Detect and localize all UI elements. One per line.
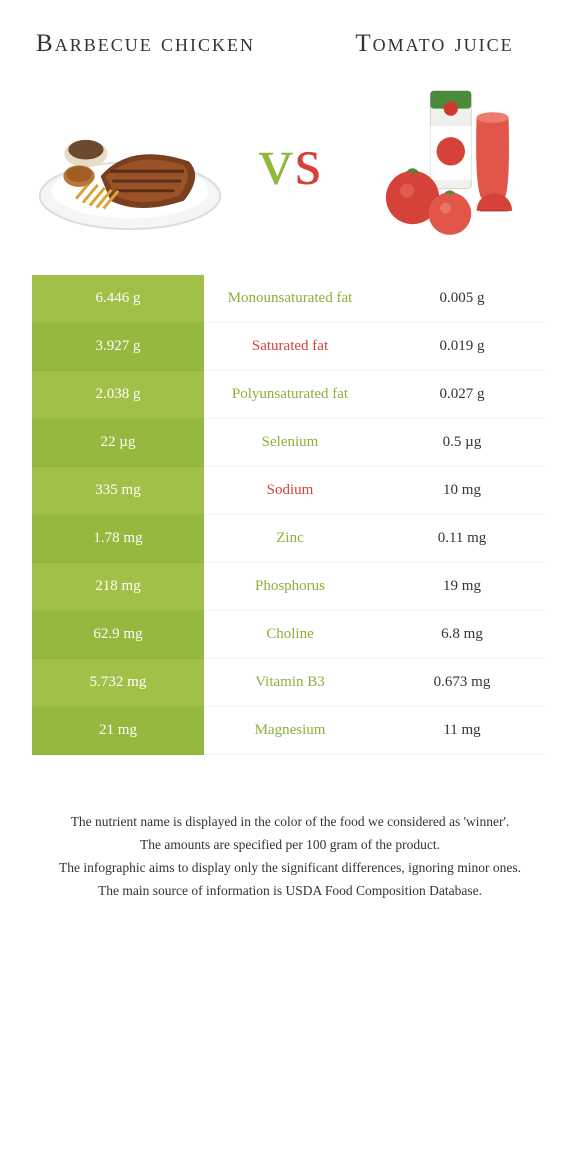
right-value: 0.019 g <box>376 323 548 371</box>
nutrient-name: Polyunsaturated fat <box>204 371 376 419</box>
left-food-title: Barbecue chicken <box>32 30 259 59</box>
left-value: 62.9 mg <box>32 611 204 659</box>
right-value: 6.8 mg <box>376 611 548 659</box>
left-value: 335 mg <box>32 467 204 515</box>
table-row: 5.732 mgVitamin B30.673 mg <box>32 659 548 707</box>
left-value: 5.732 mg <box>32 659 204 707</box>
left-value: 1.78 mg <box>32 515 204 563</box>
right-value: 10 mg <box>376 467 548 515</box>
nutrient-table: 6.446 gMonounsaturated fat0.005 g3.927 g… <box>32 275 548 755</box>
nutrient-name: Choline <box>204 611 376 659</box>
right-value: 0.673 mg <box>376 659 548 707</box>
nutrient-name: Sodium <box>204 467 376 515</box>
table-row: 62.9 mgCholine6.8 mg <box>32 611 548 659</box>
footnotes: The nutrient name is displayed in the co… <box>32 811 548 903</box>
table-row: 2.038 gPolyunsaturated fat0.027 g <box>32 371 548 419</box>
nutrient-name: Magnesium <box>204 707 376 755</box>
right-value: 19 mg <box>376 563 548 611</box>
barbecue-chicken-icon <box>32 83 228 240</box>
footnote-line: The amounts are specified per 100 gram o… <box>42 834 538 857</box>
titles-row: Barbecue chicken Tomato juice <box>32 30 548 59</box>
table-row: 218 mgPhosphorus19 mg <box>32 563 548 611</box>
left-value: 6.446 g <box>32 275 204 323</box>
right-food-title: Tomato juice <box>321 30 548 59</box>
table-row: 3.927 gSaturated fat0.019 g <box>32 323 548 371</box>
right-value: 0.5 µg <box>376 419 548 467</box>
right-food-image <box>352 82 548 242</box>
left-value: 22 µg <box>32 419 204 467</box>
vs-v: v <box>259 122 293 201</box>
right-value: 0.11 mg <box>376 515 548 563</box>
table-row: 1.78 mgZinc0.11 mg <box>32 515 548 563</box>
nutrient-name: Phosphorus <box>204 563 376 611</box>
nutrient-name: Saturated fat <box>204 323 376 371</box>
right-value: 11 mg <box>376 707 548 755</box>
right-value: 0.027 g <box>376 371 548 419</box>
nutrient-name: Selenium <box>204 419 376 467</box>
footnote-line: The nutrient name is displayed in the co… <box>42 811 538 834</box>
infographic-container: Barbecue chicken Tomato juice <box>0 0 580 923</box>
left-value: 21 mg <box>32 707 204 755</box>
left-food-image <box>32 82 228 242</box>
left-value: 218 mg <box>32 563 204 611</box>
footnote-line: The main source of information is USDA F… <box>42 880 538 903</box>
right-value: 0.005 g <box>376 275 548 323</box>
table-row: 22 µgSelenium0.5 µg <box>32 419 548 467</box>
vs-label: vs <box>259 122 321 201</box>
table-row: 6.446 gMonounsaturated fat0.005 g <box>32 275 548 323</box>
vs-s: s <box>295 122 321 201</box>
left-value: 2.038 g <box>32 371 204 419</box>
table-row: 21 mgMagnesium11 mg <box>32 707 548 755</box>
nutrient-name: Monounsaturated fat <box>204 275 376 323</box>
images-row: vs <box>32 77 548 247</box>
nutrient-name: Vitamin B3 <box>204 659 376 707</box>
tomato-juice-icon <box>361 82 539 242</box>
nutrient-name: Zinc <box>204 515 376 563</box>
left-value: 3.927 g <box>32 323 204 371</box>
table-row: 335 mgSodium10 mg <box>32 467 548 515</box>
footnote-line: The infographic aims to display only the… <box>42 857 538 880</box>
